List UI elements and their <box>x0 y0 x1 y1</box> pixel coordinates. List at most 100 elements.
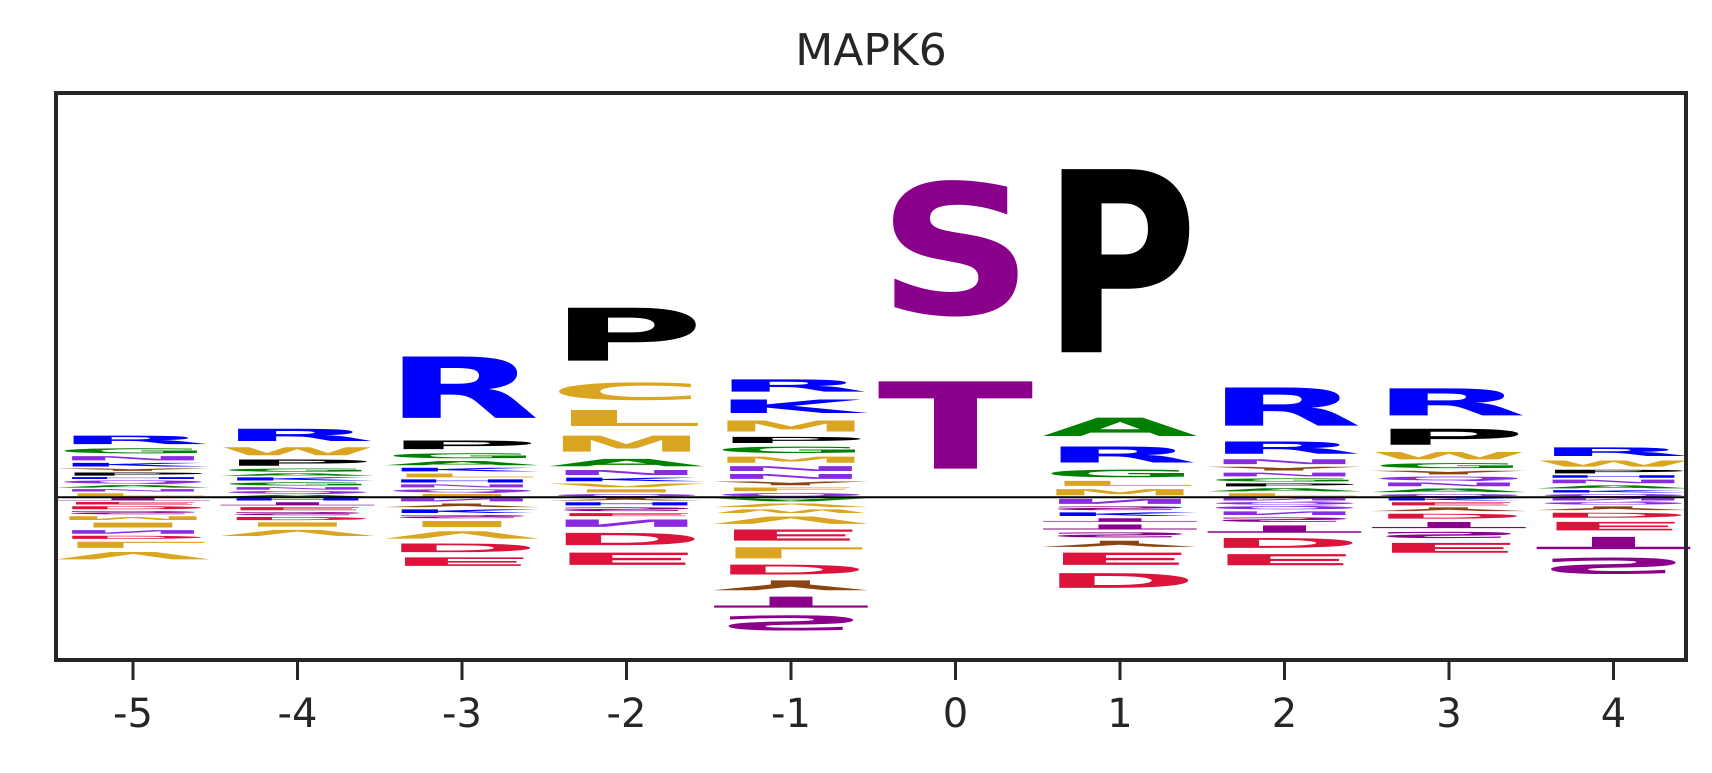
logo-letter-F-pos-1-pos-1: F <box>713 486 869 492</box>
logo-letter-D-pos-5-neg-2: D <box>55 505 211 510</box>
logo-letter-N-pos-5-pos-8: N <box>55 455 211 462</box>
logo-letter-Q-pos-1-pos-0: Q <box>713 492 869 497</box>
logo-letter-H-pos-4-neg-0: H <box>220 497 376 501</box>
logo-letter-I-pos-5-neg-5: I <box>55 521 211 529</box>
logo-letter-S-pos-5-neg-3: S <box>55 510 211 515</box>
logo-letter-I-pos-3-pos-0: I <box>384 493 540 497</box>
logo-letter-V-pos-3-neg-5: V <box>384 529 540 541</box>
logo-letter-P-pos-4-pos-7: P <box>220 458 376 468</box>
logo-letter-E-pos-2-neg-6: E <box>549 549 705 569</box>
logo-letter-Y-pos-1-pos-2: Y <box>712 481 868 487</box>
logo-letter-Y-pos4-neg-2: Y <box>1535 505 1691 511</box>
logo-letter-A-pos1-pos-4: A <box>1042 413 1198 442</box>
logo-letter-G-pos-1-pos-6: G <box>713 445 869 455</box>
logo-letter-T-pos2-neg-5: T <box>1207 523 1363 535</box>
logo-letter-Y-pos-1-neg-7: Y <box>712 577 869 593</box>
logo-letter-T-pos4-neg-5: T <box>1536 533 1692 553</box>
logo-letter-G-pos-5-pos-9: G <box>55 447 211 455</box>
logo-letter-C-pos-2-pos-8: C <box>549 378 705 405</box>
logo-letter-E-pos-5-neg-1: E <box>55 501 211 505</box>
logo-letter-T-pos1-neg-4: T <box>1042 523 1198 531</box>
logo-letter-E-pos3-neg-6: E <box>1371 540 1527 556</box>
logo-letter-N-pos4-neg-0: N <box>1536 497 1692 501</box>
logo-letter-G-pos2-pos-3: G <box>1207 478 1363 483</box>
logo-letter-S-pos1-neg-5: S <box>1042 531 1198 539</box>
logo-letter-L-pos2-pos-0: L <box>1207 492 1363 497</box>
logo-letter-N-pos-2-neg-4: N <box>549 517 705 529</box>
logo-letter-N-pos3-pos-2: N <box>1371 482 1527 488</box>
logo-letter-H-pos4-pos-4: H <box>1536 475 1692 479</box>
logo-letter-E-pos3-neg-1: E <box>1371 501 1527 506</box>
x-tick-label: 1 <box>1107 691 1132 737</box>
logo-letter-W-pos-1-neg-2: W <box>713 508 869 514</box>
logo-letter-D-pos-1-neg-6: D <box>713 561 869 577</box>
logo-letter-N-pos-1-pos-3: N <box>713 473 869 481</box>
logo-letter-R-pos-5-pos-10: R <box>55 433 211 447</box>
logo-letter-Y-pos1-neg-6: Y <box>1041 539 1198 549</box>
logo-letter-H-pos-2-neg-1: H <box>549 501 705 506</box>
logo-letter-N-pos4-pos-3: N <box>1536 479 1692 485</box>
logo-letter-Q-pos4-pos-0: Q <box>1536 493 1692 497</box>
logo-letter-S-pos0-pos-1: S <box>878 147 1034 357</box>
logo-letter-P-pos-5-pos-5: P <box>55 472 211 477</box>
logo-letter-P-pos3-pos-7: P <box>1371 424 1527 449</box>
logo-letter-Q-pos3-pos-3: Q <box>1371 476 1527 482</box>
logo-letter-R-pos-1-pos-10: R <box>713 376 869 396</box>
logo-letter-E-pos2-neg-7: E <box>1207 551 1363 569</box>
plot-frame <box>54 91 1688 662</box>
logo-letter-N-pos1-neg-0: N <box>1042 497 1198 505</box>
logo-letter-K-pos1-neg-2: K <box>1042 511 1198 517</box>
logo-letter-G-pos1-pos-2: G <box>1042 468 1198 480</box>
logo-letter-S-pos-3-neg-3: S <box>384 514 540 519</box>
logo-letter-I-pos-4-neg-5: I <box>220 521 376 528</box>
logo-letter-W-pos4-pos-6: W <box>1536 459 1692 469</box>
x-tick-label: -3 <box>442 691 482 737</box>
logo-letter-K-pos3-neg-0: K <box>1371 497 1527 501</box>
logo-letter-H-pos-5-pos-4: H <box>55 477 211 480</box>
logo-letter-D-pos3-neg-3: D <box>1371 512 1527 520</box>
logo-letter-D-pos-3-neg-6: D <box>384 541 540 555</box>
logo-letter-N-pos2-pos-4: N <box>1207 472 1363 478</box>
logo-letter-N-pos2-neg-0: N <box>1207 497 1363 501</box>
logo-letter-E-pos-1-neg-4: E <box>713 526 869 544</box>
logo-letter-W-pos-4-pos-8: W <box>220 445 376 458</box>
logo-letter-I-pos-3-neg-4: I <box>384 519 540 529</box>
logo-letter-S-pos-1-neg-9: S <box>713 611 869 635</box>
logo-letter-N-pos-4-pos-2: N <box>220 486 376 490</box>
logo-letter-Q-pos2-neg-1: Q <box>1207 501 1363 505</box>
logo-letter-S-pos4-neg-6: S <box>1536 553 1692 578</box>
logo-letter-M-pos1-pos-0: M <box>1042 488 1198 498</box>
logo-letter-Q-pos-5-pos-3: Q <box>55 480 211 485</box>
logo-letter-E-pos4-neg-4: E <box>1536 519 1692 533</box>
logo-letter-M-pos-2-pos-6: M <box>549 431 705 456</box>
logo-letter-A-pos2-pos-1: A <box>1207 487 1363 492</box>
logo-letter-N-pos-2-pos-4: N <box>549 469 705 477</box>
x-tick-label: 4 <box>1601 691 1626 737</box>
logo-letter-S-pos3-neg-5: S <box>1371 530 1527 540</box>
logo-letter-K-pos-1-pos-9: K <box>713 396 869 418</box>
logo-letter-T-pos3-neg-4: T <box>1371 520 1527 530</box>
logo-letter-W-pos3-pos-6: W <box>1371 450 1527 462</box>
logo-letter-G-pos-4-pos-3: G <box>220 482 376 487</box>
logo-letter-A-pos4-pos-2: A <box>1536 484 1692 489</box>
logo-letter-S-pos-2-neg-2: S <box>549 506 705 512</box>
logo-letter-V-pos-1-neg-1: V <box>713 502 869 508</box>
logo-letter-K-pos4-pos-1: K <box>1536 489 1692 493</box>
logo-letter-D-pos1-neg-8: D <box>1042 568 1198 592</box>
logo-letter-M-pos-1-pos-5: M <box>713 455 869 465</box>
logo-letter-E-pos-3-neg-7: E <box>384 554 540 568</box>
logo-letter-Q-pos-2-pos-0: Q <box>549 493 705 497</box>
logo-letter-A-pos-1-neg-0: A <box>713 497 869 502</box>
logo-letter-N-pos-3-neg-0: N <box>384 497 540 502</box>
logo-letter-G-pos-3-pos-7: G <box>384 452 540 460</box>
logo-letter-R-pos-4-pos-9: R <box>220 425 376 445</box>
logo-letter-S-pos1-neg-1: S <box>1042 505 1198 511</box>
logo-letter-T-pos-1-neg-8: T <box>713 593 869 611</box>
logo-letter-R-pos2-pos-8: R <box>1207 377 1363 438</box>
logo-letter-T-pos1-neg-3: T <box>1042 517 1198 523</box>
logo-letter-M-pos-5-neg-4: M <box>55 515 211 521</box>
logo-letter-P-pos2-pos-2: P <box>1207 483 1363 488</box>
logo-letter-A-pos-2-pos-5: A <box>549 457 705 469</box>
logo-letter-V-pos-2-pos-2: V <box>549 483 705 489</box>
